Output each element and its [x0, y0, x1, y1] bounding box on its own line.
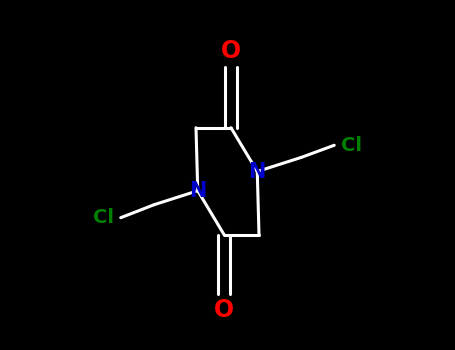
Text: O: O [221, 39, 241, 63]
Text: Cl: Cl [93, 208, 114, 227]
Text: Cl: Cl [341, 136, 362, 155]
Text: N: N [189, 181, 207, 201]
Text: N: N [248, 161, 266, 182]
Text: O: O [214, 298, 234, 322]
